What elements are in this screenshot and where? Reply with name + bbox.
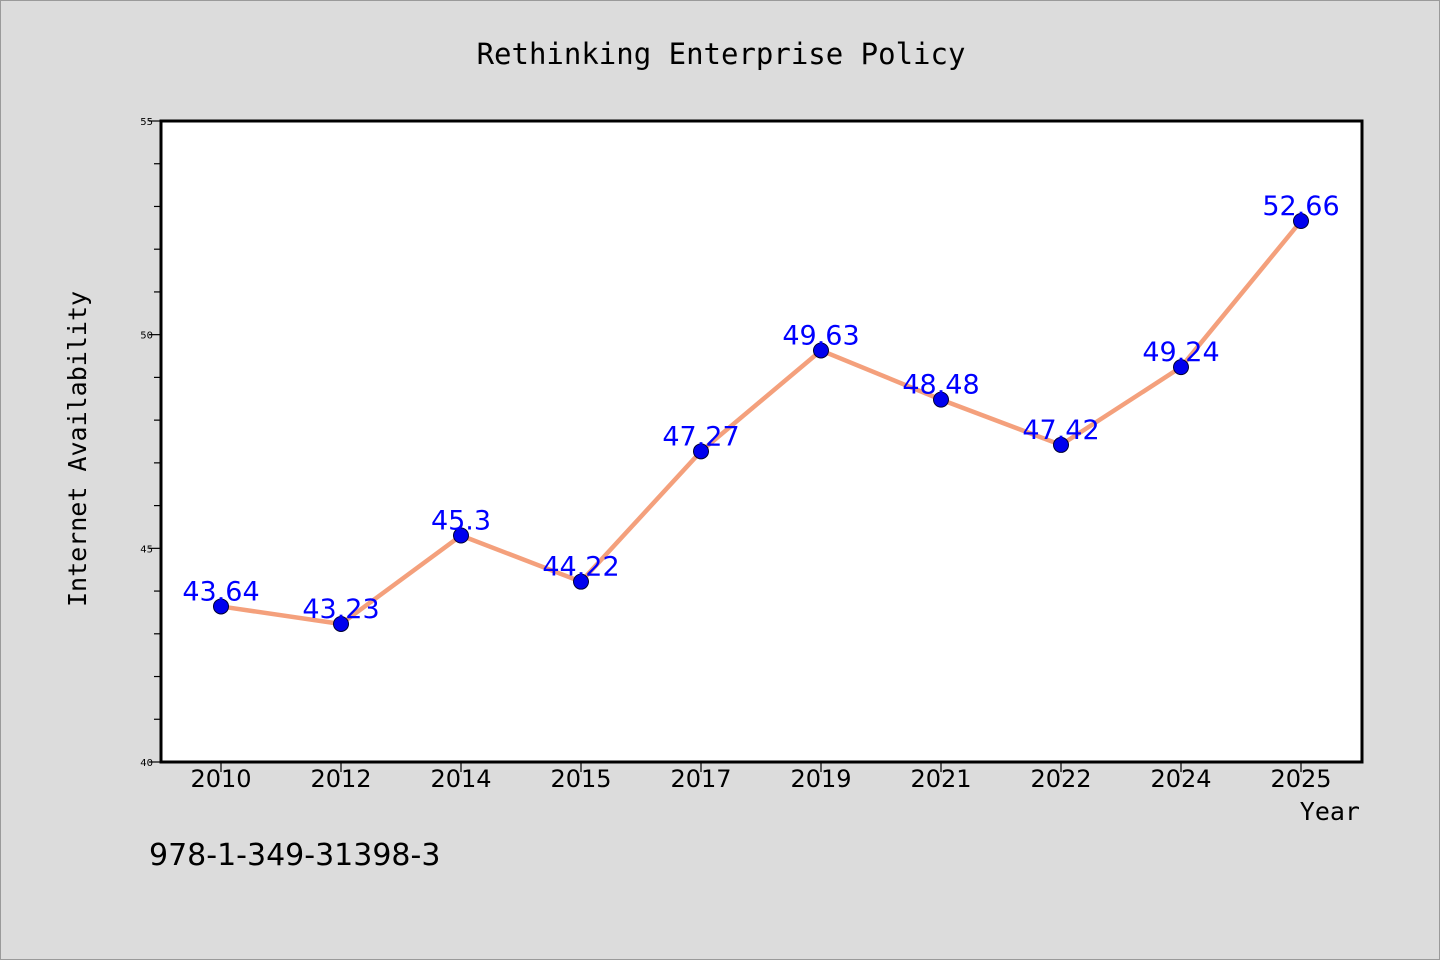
data-point [933, 391, 949, 408]
data-point [333, 615, 349, 632]
y-axis-ticks: 40 45 50 55 [140, 117, 161, 769]
x-tick-label: 2022 [1030, 765, 1091, 793]
data-point [813, 342, 829, 359]
x-tick-label: 2025 [1270, 765, 1331, 793]
data-label: 48.48 [902, 370, 979, 401]
x-tick-label: 2010 [190, 765, 251, 793]
data-point [693, 443, 709, 460]
data-label: 49.24 [1142, 337, 1219, 368]
data-point [1293, 212, 1309, 229]
x-tick-label: 2012 [310, 765, 371, 793]
y-axis-label: Internet Availability [63, 291, 92, 607]
x-tick-label: 2015 [550, 765, 611, 793]
y-tick-label: 55 [140, 117, 153, 128]
data-labels: 43.64 43.23 45.3 44.22 47.27 49.63 48.48 47.42 4… [182, 191, 1339, 625]
y-tick-label: 40 [140, 758, 153, 769]
data-label: 49.63 [782, 320, 859, 351]
x-tick-label: 2024 [1150, 765, 1211, 793]
data-point [573, 573, 589, 590]
data-point [1173, 359, 1189, 376]
x-tick-label: 2021 [910, 765, 971, 793]
data-label: 47.42 [1022, 415, 1099, 446]
data-label: 43.64 [182, 576, 259, 607]
data-label: 45.3 [431, 506, 491, 537]
series-line [218, 218, 1304, 627]
data-point [213, 598, 229, 615]
x-tick-label: 2017 [670, 765, 731, 793]
data-label: 44.22 [542, 552, 619, 583]
x-axis-label: Year [1300, 797, 1360, 826]
x-tick-label: 2019 [790, 765, 851, 793]
data-label: 47.27 [662, 421, 739, 452]
data-point [453, 527, 469, 544]
y-tick-label: 50 [140, 331, 153, 342]
data-label: 43.23 [302, 594, 379, 625]
chart-title: Rethinking Enterprise Policy [477, 37, 966, 71]
x-tick-label: 2014 [430, 765, 491, 793]
data-point [1053, 436, 1069, 453]
data-point-markers [213, 212, 1309, 632]
isbn-text: 978-1-349-31398-3 [149, 838, 440, 873]
data-label: 52.66 [1262, 191, 1339, 222]
y-tick-label: 45 [140, 544, 153, 555]
plot-area [159, 119, 1364, 764]
x-axis-ticks: 2010 2012 2014 2015 2017 2019 2021 2022 2024 2025 [190, 762, 1332, 793]
